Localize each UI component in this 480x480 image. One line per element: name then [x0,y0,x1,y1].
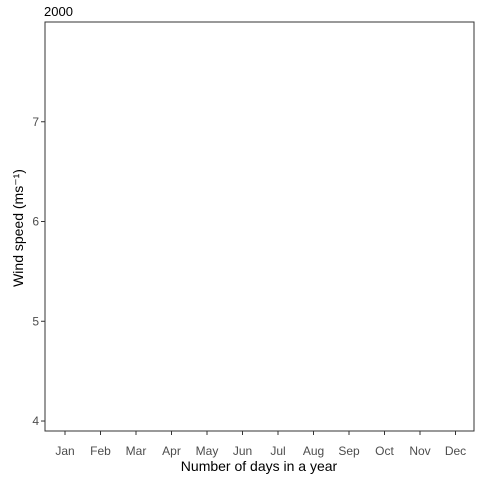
x-tick-label: Mar [126,444,147,458]
x-tick-label: Jan [55,444,74,458]
x-axis-label: Number of days in a year [181,458,338,474]
plot-panel [44,21,475,432]
y-tick-label: 6 [32,215,39,229]
x-tick-label: Nov [409,444,430,458]
x-tick-label: Aug [303,444,324,458]
y-tick-label: 7 [32,115,39,129]
x-tick-label: May [196,444,219,458]
x-tick-label: Apr [162,444,181,458]
y-tick-label: 5 [32,314,39,328]
x-tick-label: Oct [375,444,394,458]
x-axis: Jan Feb Mar Apr May Jun Jul Aug Sep Oct Nov Dec [55,431,466,458]
y-axis-label: Wind speed (ms⁻¹) [10,169,26,287]
x-tick-label: Sep [338,444,360,458]
y-axis: 4 5 6 7 [32,115,45,428]
x-tick-label: Dec [445,444,466,458]
x-tick-label: Feb [90,444,111,458]
y-tick-label: 4 [32,414,39,428]
x-tick-label: Jun [233,444,252,458]
x-tick-label: Jul [270,444,285,458]
chart-title: 2000 [44,4,73,19]
